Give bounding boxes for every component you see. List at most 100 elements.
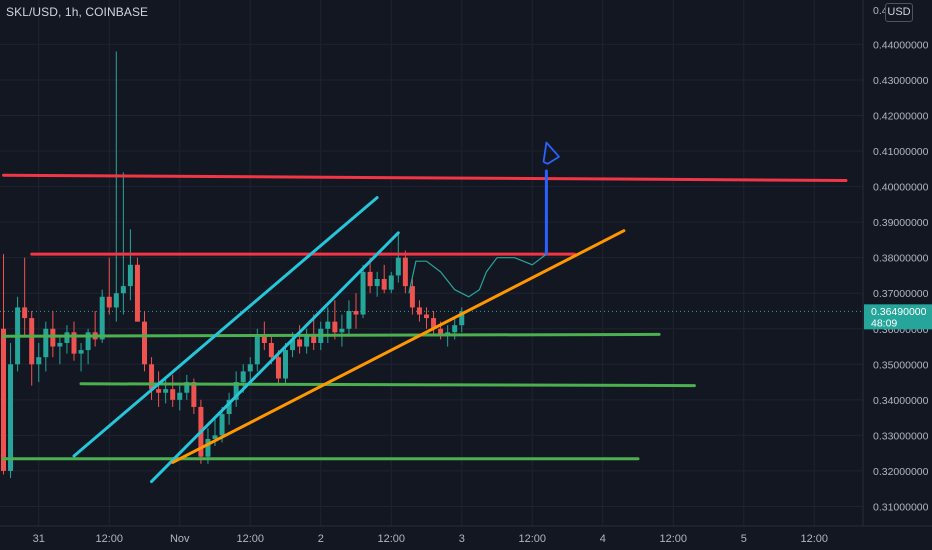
candle-body	[127, 264, 133, 287]
candle-body	[374, 278, 380, 287]
candle-body	[402, 257, 408, 287]
price-tag-box	[864, 304, 932, 330]
candle-body	[431, 318, 437, 329]
candle-body	[254, 335, 260, 365]
candle-body	[360, 271, 366, 315]
y-tick-label: 0.38000000	[873, 253, 929, 265]
y-tick-label: 0.37000000	[873, 288, 929, 300]
candle-body	[388, 275, 394, 290]
candle-body	[163, 389, 169, 393]
x-tick-label: 5	[741, 533, 747, 545]
channel-upper	[72, 196, 379, 458]
x-tick-label: 3	[459, 533, 465, 545]
y-tick-label: 0.42000000	[873, 111, 929, 123]
y-tick-label: 0.40000000	[873, 182, 929, 194]
uptrend	[171, 229, 626, 464]
candle-body	[290, 339, 296, 351]
candle-body	[226, 399, 232, 415]
support-2	[79, 382, 696, 388]
candle-body	[339, 328, 345, 333]
candle-body	[346, 310, 352, 329]
y-tick-label: 0.41000000	[873, 146, 929, 158]
candle-body	[8, 364, 14, 471]
y-tick-label: 0.32000000	[873, 466, 929, 478]
candle-body	[304, 335, 310, 347]
x-tick-label: 31	[33, 533, 45, 545]
candle-body	[205, 438, 211, 457]
candle-body	[438, 328, 444, 336]
candle-body	[311, 335, 317, 343]
projection-path	[408, 253, 547, 298]
candle-body	[325, 321, 331, 329]
candle-body	[170, 389, 176, 400]
candle-body	[85, 332, 91, 351]
x-tick-label: 4	[600, 533, 606, 545]
candle-body	[367, 271, 373, 287]
candle-body	[297, 339, 303, 347]
candle-body	[240, 371, 246, 383]
y-tick-label: 0.39000000	[873, 217, 929, 229]
candle-body	[78, 350, 84, 354]
candle-body	[120, 286, 126, 294]
resistance-upper	[2, 173, 848, 182]
y-tick-label: 0.4	[873, 5, 888, 17]
x-tick-label: 12:00	[518, 533, 546, 545]
candle-body	[36, 357, 42, 365]
candle-body	[50, 328, 56, 347]
candle-body	[416, 307, 422, 315]
x-tick-label: 12:00	[800, 533, 828, 545]
target-marker	[542, 141, 560, 165]
candle-body	[191, 382, 197, 407]
candle-body	[134, 264, 140, 322]
y-tick-label: 0.31000000	[873, 501, 929, 513]
candle-body	[106, 296, 112, 308]
candle-body	[247, 364, 253, 372]
candle-body	[261, 335, 267, 343]
candle-body	[177, 392, 183, 400]
candle-body	[459, 311, 465, 326]
candle-body	[219, 414, 225, 436]
channel-lower	[150, 231, 400, 484]
candle-body	[29, 318, 35, 365]
y-tick-label: 0.33000000	[873, 430, 929, 442]
candle-body	[142, 321, 147, 365]
x-tick-label: 2	[318, 533, 324, 545]
candle-body	[156, 389, 162, 393]
x-tick-label: 12:00	[659, 533, 687, 545]
candle-body	[113, 293, 119, 308]
x-tick-label: 12:00	[236, 533, 264, 545]
candle-body	[64, 332, 70, 343]
y-tick-label: 0.43000000	[873, 75, 929, 87]
price-tag-price: 0.36490000	[871, 306, 927, 318]
candle-body	[149, 364, 155, 390]
candle-body	[184, 382, 190, 393]
candle-body	[22, 307, 28, 319]
candle-body	[71, 332, 77, 354]
y-tick-label: 0.35000000	[873, 359, 929, 371]
x-tick-label: 12:00	[95, 533, 123, 545]
candle-body	[268, 342, 274, 358]
candle-body	[395, 257, 401, 276]
candle-body	[452, 325, 458, 333]
candle-body	[332, 321, 338, 333]
candle-body	[43, 328, 49, 358]
y-tick-label: 0.44000000	[873, 39, 929, 51]
candle-body	[353, 310, 359, 315]
candle-body	[233, 382, 239, 400]
candle-body	[424, 314, 429, 319]
support-1	[2, 332, 661, 338]
candle-body	[57, 342, 63, 347]
x-tick-label: 12:00	[377, 533, 405, 545]
x-tick-label: Nov	[170, 533, 190, 545]
candle-body	[275, 357, 281, 379]
candle-body	[283, 350, 288, 379]
candle-body	[409, 286, 415, 308]
price-tag-countdown: 48:09	[871, 317, 897, 329]
candle-body	[212, 435, 218, 439]
symbol-title: SKL/USD, 1h, COINBASE	[6, 5, 149, 19]
candle-body	[99, 296, 105, 340]
currency-badge[interactable]: USD	[885, 3, 913, 22]
y-tick-label: 0.34000000	[873, 395, 929, 407]
